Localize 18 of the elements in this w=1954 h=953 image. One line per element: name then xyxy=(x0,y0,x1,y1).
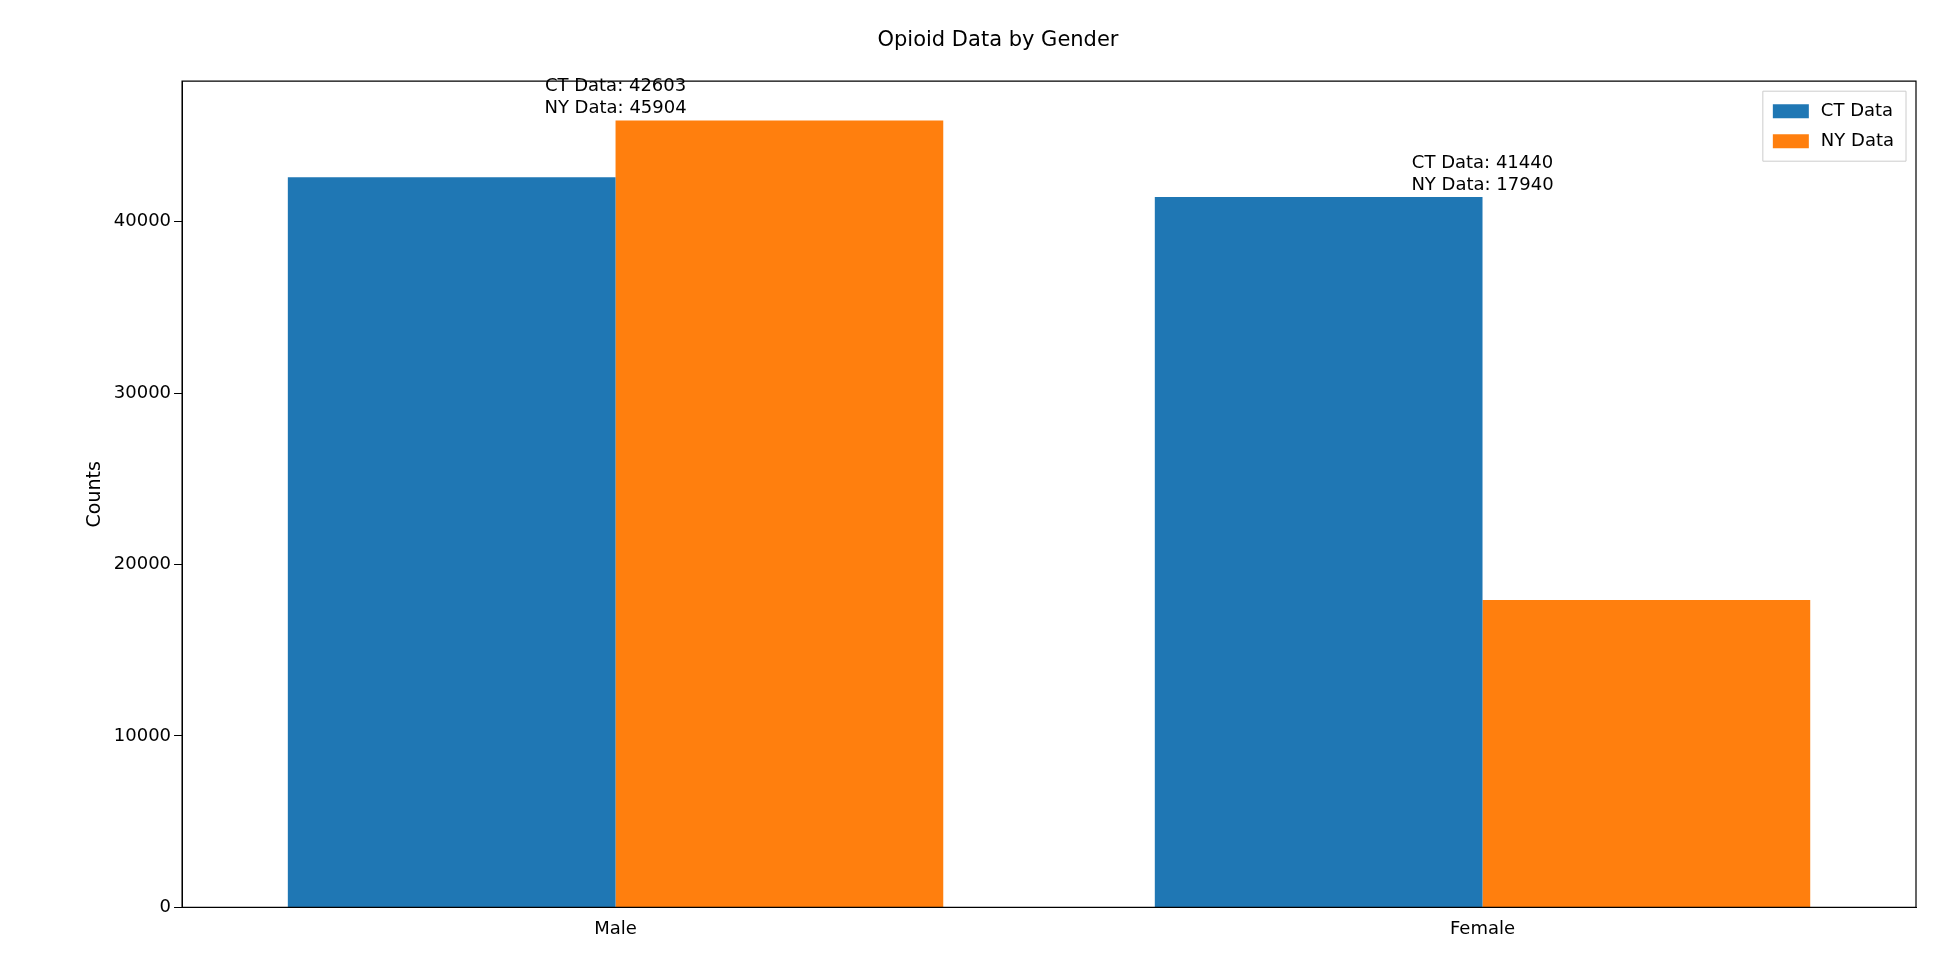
annotation: NY Data: 45904 xyxy=(544,96,687,118)
y-axis-title: Counts xyxy=(82,461,105,528)
y-tick-label: 20000 xyxy=(113,552,172,574)
legend-label: NY Data xyxy=(1820,128,1895,150)
x-tick-label: Female xyxy=(1449,916,1516,938)
bar xyxy=(1482,599,1811,907)
y-tick-label: 10000 xyxy=(113,723,172,745)
y-tick-label: 0 xyxy=(159,895,172,917)
y-tick-label: 40000 xyxy=(113,209,172,231)
annotation: NY Data: 17940 xyxy=(1411,172,1554,194)
bar xyxy=(1154,197,1483,907)
y-tick-label: 30000 xyxy=(113,380,172,402)
x-tick-label: Male xyxy=(594,916,637,938)
legend-label: CT Data xyxy=(1820,98,1894,120)
bar xyxy=(615,120,944,907)
annotation: CT Data: 41440 xyxy=(1411,150,1554,172)
bar xyxy=(287,177,616,907)
chart-title: Opioid Data by Gender xyxy=(877,27,1119,52)
